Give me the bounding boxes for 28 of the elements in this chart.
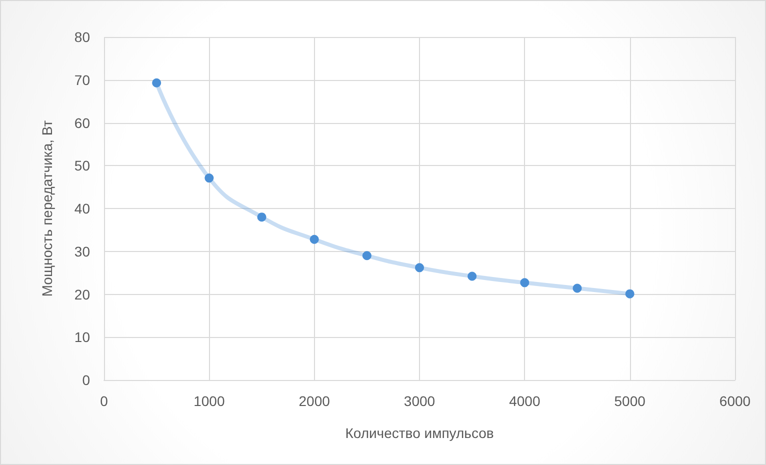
x-tick-label: 3000 <box>404 393 436 409</box>
y-tick-label: 50 <box>74 158 90 174</box>
x-axis-title: Количество импульсов <box>345 425 494 441</box>
x-tick-label: 0 <box>100 393 108 409</box>
point <box>468 272 477 281</box>
point <box>415 263 424 272</box>
point <box>152 78 162 88</box>
y-tick-label: 80 <box>74 29 90 45</box>
y-tick-label: 30 <box>74 243 90 260</box>
y-tick-label: 60 <box>74 114 90 131</box>
point <box>204 174 214 183</box>
x-tick-label: 4000 <box>509 393 540 409</box>
y-axis-title: Мощность передатчика, Вт <box>39 120 55 297</box>
x-tick-label: 2000 <box>298 393 330 409</box>
y-tick-label: 20 <box>74 286 90 302</box>
y-tick-label: 0 <box>82 372 90 388</box>
x-tick-label: 5000 <box>614 393 646 409</box>
point <box>572 284 582 293</box>
point <box>257 212 266 222</box>
y-tick-label: 40 <box>74 200 90 216</box>
y-tick-label: 70 <box>74 72 90 88</box>
point <box>310 234 319 244</box>
point <box>520 278 530 288</box>
y-tick-label: 10 <box>74 329 90 346</box>
x-tick-label: 1000 <box>194 393 225 409</box>
x-tick-label: 6000 <box>719 393 751 409</box>
point <box>625 289 634 298</box>
point <box>362 251 372 260</box>
